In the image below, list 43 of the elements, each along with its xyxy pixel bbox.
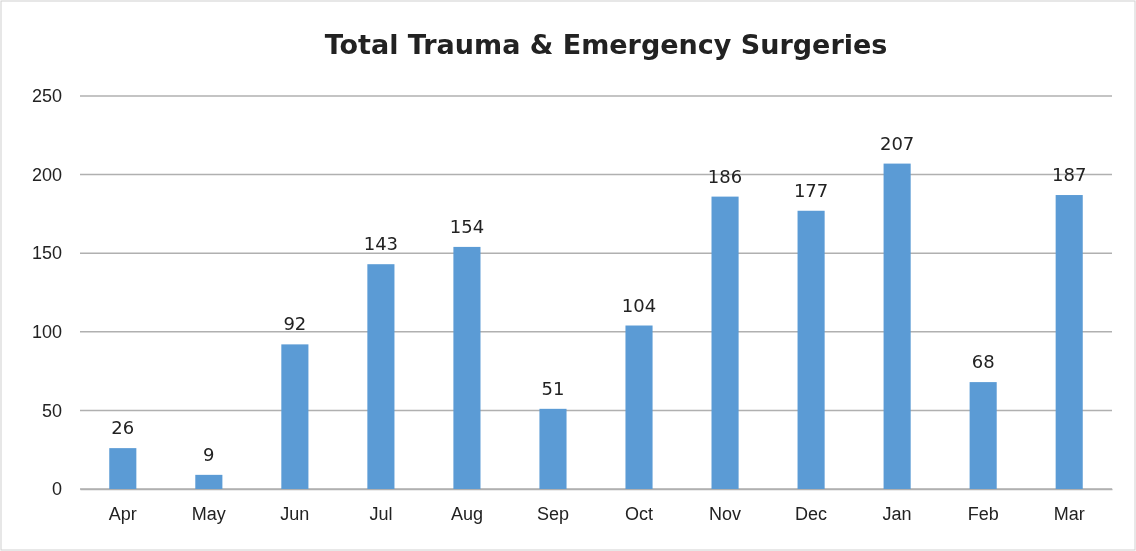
y-tick-label: 250 bbox=[31, 86, 62, 107]
bar bbox=[797, 210, 825, 489]
x-tick-label: Aug bbox=[450, 503, 483, 524]
data-label: 207 bbox=[879, 132, 915, 154]
data-label: 177 bbox=[793, 179, 829, 201]
data-label: 187 bbox=[1052, 164, 1087, 186]
bar bbox=[969, 382, 997, 489]
bar bbox=[625, 325, 653, 489]
data-label: 143 bbox=[363, 233, 399, 255]
x-tick-label: Mar bbox=[1053, 503, 1085, 524]
x-tick-label: Oct bbox=[625, 503, 654, 524]
bar bbox=[195, 474, 223, 489]
bar bbox=[539, 408, 567, 489]
x-tick-label: Jul bbox=[369, 503, 393, 524]
data-label: 92 bbox=[283, 313, 307, 335]
x-tick-label: Nov bbox=[709, 503, 742, 524]
bar bbox=[1055, 195, 1083, 489]
x-tick-label: May bbox=[191, 503, 226, 524]
x-tick-label: Dec bbox=[795, 503, 828, 524]
y-tick-label: 50 bbox=[41, 400, 62, 421]
y-tick-label: 0 bbox=[51, 479, 62, 500]
data-label: 68 bbox=[971, 351, 995, 373]
y-tick-label: 200 bbox=[31, 164, 62, 185]
x-tick-label: Jun bbox=[280, 503, 310, 524]
x-tick-label: Apr bbox=[108, 503, 137, 524]
y-tick-label: 150 bbox=[31, 243, 62, 264]
data-label: 51 bbox=[541, 377, 565, 399]
data-label: 26 bbox=[111, 417, 135, 439]
data-label: 186 bbox=[707, 165, 743, 187]
bar bbox=[883, 163, 911, 489]
bar bbox=[453, 246, 481, 489]
x-tick-label: Jan bbox=[882, 503, 912, 524]
x-tick-label: Feb bbox=[967, 503, 999, 524]
data-label: 154 bbox=[449, 215, 485, 237]
x-tick-label: Sep bbox=[536, 503, 569, 524]
bar bbox=[281, 344, 309, 489]
y-tick-label: 100 bbox=[31, 322, 62, 343]
bar bbox=[109, 448, 137, 489]
chart-title: Total Trauma & Emergency Surgeries bbox=[324, 29, 888, 60]
data-label: 9 bbox=[203, 443, 215, 465]
data-label: 104 bbox=[621, 294, 657, 316]
bar bbox=[711, 196, 739, 489]
bar bbox=[367, 264, 395, 489]
